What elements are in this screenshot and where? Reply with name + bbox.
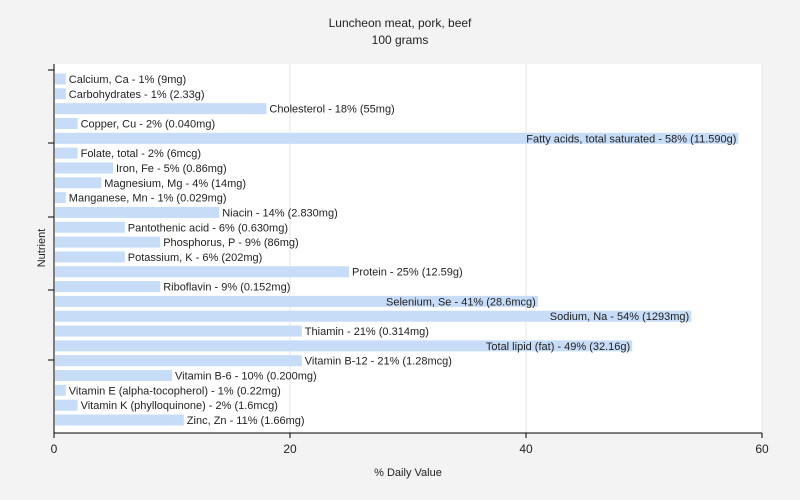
bar-label: Cholesterol - 18% (55mg) — [269, 104, 394, 116]
bar-label: Riboflavin - 9% (0.152mg) — [163, 282, 290, 294]
bar-label: Potassium, K - 6% (202mg) — [128, 252, 262, 264]
bar — [55, 414, 184, 426]
bar — [55, 221, 125, 233]
bar-label: Total lipid (fat) - 49% (32.16g) — [486, 341, 630, 353]
grid-lines — [289, 64, 763, 433]
bar — [55, 295, 538, 307]
bar-label: Thiamin - 21% (0.314mg) — [305, 326, 429, 338]
bar-label: Niacin - 14% (2.830mg) — [222, 207, 338, 219]
bar-label: Pantothenic acid - 6% (0.630mg) — [128, 222, 288, 234]
bar-label: Magnesium, Mg - 4% (14mg) — [104, 178, 246, 190]
bar-label: Copper, Cu - 2% (0.040mg) — [81, 118, 216, 130]
bar — [55, 162, 113, 174]
bar — [55, 236, 161, 248]
bar-label: Zinc, Zn - 11% (1.66mg) — [187, 415, 305, 427]
bar — [55, 370, 172, 382]
bar — [55, 340, 633, 352]
chart-subtitle: 100 grams — [372, 33, 429, 47]
bar-label: Phosphorus, P - 9% (86mg) — [163, 237, 299, 249]
bar — [55, 73, 66, 85]
bar-label: Selenium, Se - 41% (28.6mcg) — [386, 296, 536, 308]
x-tick-label: 60 — [755, 442, 769, 456]
bar — [55, 399, 78, 411]
bars — [55, 73, 739, 426]
bar-label: Vitamin B-6 - 10% (0.200mg) — [175, 371, 317, 383]
chart-title: Luncheon meat, pork, beef — [329, 16, 472, 30]
bar-label: Carbohydrates - 1% (2.33g) — [69, 89, 205, 101]
bar-label: Manganese, Mn - 1% (0.029mg) — [69, 193, 227, 205]
bar — [55, 281, 161, 293]
bar — [55, 310, 692, 322]
bar-label: Calcium, Ca - 1% (9mg) — [69, 74, 186, 86]
bar — [55, 147, 78, 159]
bar-label: Fatty acids, total saturated - 58% (11.5… — [526, 133, 736, 145]
bar-label: Vitamin E (alpha-tocopherol) - 1% (0.22m… — [69, 385, 281, 397]
bar — [55, 251, 125, 263]
bar-label: Folate, total - 2% (6mcg) — [81, 148, 201, 160]
bar — [55, 88, 66, 100]
x-tick-label: 20 — [283, 442, 297, 456]
bar — [55, 355, 302, 367]
bar — [55, 266, 349, 278]
x-tick-label: 40 — [519, 442, 533, 456]
y-ticks — [48, 69, 54, 361]
y-axis-label: Nutrient — [36, 229, 48, 268]
bar-labels: Calcium, Ca - 1% (9mg) Carbohydrates - 1%… — [69, 74, 737, 427]
bar-label: Vitamin B-12 - 21% (1.28mcg) — [305, 356, 452, 368]
x-ticks: 0 20 40 60 — [51, 433, 769, 456]
bar — [55, 192, 66, 204]
bar — [55, 103, 267, 115]
bar-label: Vitamin K (phylloquinone) - 2% (1.6mcg) — [81, 400, 278, 412]
bar — [55, 384, 66, 396]
bar — [55, 132, 739, 144]
bar — [55, 117, 78, 129]
bar-label: Iron, Fe - 5% (0.86mg) — [116, 163, 227, 175]
x-axis-label: % Daily Value — [374, 467, 442, 479]
axes — [53, 64, 762, 434]
bar-label: Protein - 25% (12.59g) — [352, 267, 463, 279]
x-tick-label: 0 — [51, 442, 58, 456]
bar — [55, 206, 220, 218]
bar-label: Sodium, Na - 54% (1293mg) — [550, 311, 689, 323]
bar — [55, 325, 302, 337]
bar — [55, 177, 102, 189]
